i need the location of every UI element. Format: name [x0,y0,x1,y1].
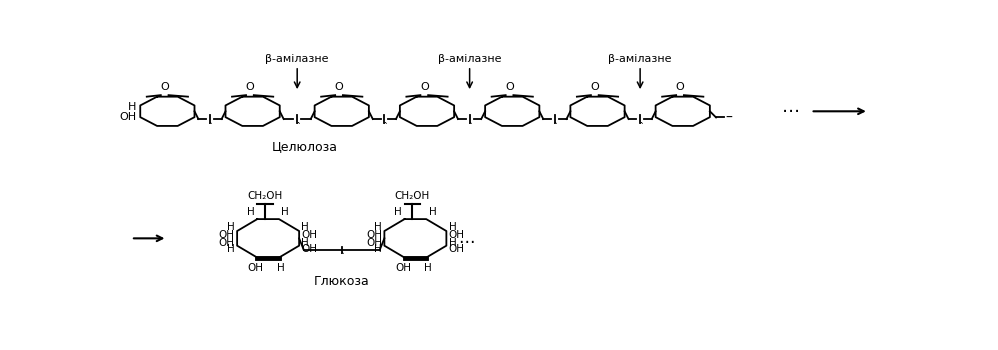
Text: O: O [334,82,343,92]
Text: CH₂OH: CH₂OH [248,191,282,201]
Text: ˆ: ˆ [553,123,557,133]
Text: H: H [228,222,235,232]
Text: …: … [458,229,474,247]
Text: H: H [394,207,402,217]
Text: OH: OH [219,238,235,247]
Text: OH: OH [366,238,382,247]
Text: OH: OH [301,230,317,240]
Text: OH: OH [366,230,382,240]
Text: H: H [228,244,235,254]
Text: β-амілазне: β-амілазне [438,54,501,64]
Text: H: H [374,222,382,232]
Text: –: – [726,111,733,125]
Text: ˆ: ˆ [339,253,344,263]
Text: H: H [449,222,456,232]
Text: OH: OH [449,230,465,240]
Text: Глюкоза: Глюкоза [314,274,369,288]
Text: β-амілазне: β-амілазне [609,54,672,64]
Text: ˆ: ˆ [467,123,472,133]
Text: O: O [246,82,254,92]
Text: H: H [301,238,309,247]
Text: H: H [424,263,432,273]
Text: CH₂OH: CH₂OH [394,191,430,201]
Text: O: O [505,82,514,92]
Text: H: H [276,263,284,273]
Text: OH: OH [449,244,465,254]
Text: O: O [161,82,169,92]
Text: H: H [281,207,289,217]
Text: OH: OH [119,112,137,122]
Text: …: … [782,98,800,117]
Text: ˆ: ˆ [382,123,387,133]
Text: ˆ: ˆ [638,123,643,133]
Text: O: O [591,82,599,92]
Text: Целюлоза: Целюлоза [271,140,338,153]
Text: H: H [301,222,309,232]
Text: OH: OH [248,263,263,273]
Text: H: H [248,207,254,217]
Text: ˆ: ˆ [294,123,299,133]
Text: O: O [676,82,685,92]
Text: OH: OH [301,244,317,254]
Text: H: H [128,102,137,112]
Text: OH: OH [219,230,235,240]
Text: ˆ: ˆ [208,123,213,133]
Text: H: H [449,238,456,247]
Text: H: H [428,207,436,217]
Text: H: H [374,244,382,254]
Text: OH: OH [395,263,411,273]
Text: β-амілазне: β-амілазне [265,54,329,64]
Text: O: O [420,82,429,92]
